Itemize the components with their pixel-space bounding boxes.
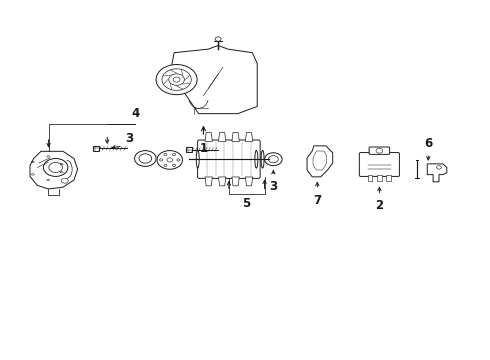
Polygon shape bbox=[427, 164, 447, 182]
Circle shape bbox=[376, 148, 383, 153]
Circle shape bbox=[135, 150, 156, 166]
Polygon shape bbox=[169, 45, 257, 114]
Circle shape bbox=[164, 153, 167, 156]
Circle shape bbox=[269, 156, 278, 163]
Circle shape bbox=[49, 162, 63, 172]
FancyBboxPatch shape bbox=[197, 140, 260, 179]
Text: 7: 7 bbox=[313, 194, 321, 207]
Circle shape bbox=[177, 159, 180, 161]
Polygon shape bbox=[30, 151, 77, 189]
Polygon shape bbox=[205, 177, 212, 186]
Text: 2: 2 bbox=[375, 199, 384, 212]
Ellipse shape bbox=[255, 150, 258, 168]
Text: 3: 3 bbox=[270, 180, 277, 193]
Bar bbox=[186, 147, 192, 152]
Text: 4: 4 bbox=[131, 107, 139, 120]
Ellipse shape bbox=[196, 150, 199, 168]
Circle shape bbox=[139, 154, 152, 163]
Circle shape bbox=[164, 164, 167, 167]
Ellipse shape bbox=[261, 150, 264, 168]
Text: 6: 6 bbox=[424, 136, 432, 149]
Polygon shape bbox=[232, 132, 239, 141]
Circle shape bbox=[156, 64, 197, 95]
Polygon shape bbox=[245, 132, 253, 141]
Polygon shape bbox=[307, 146, 333, 177]
Polygon shape bbox=[219, 132, 226, 141]
Bar bbox=[93, 146, 99, 151]
Circle shape bbox=[44, 158, 68, 176]
FancyBboxPatch shape bbox=[359, 153, 399, 176]
Circle shape bbox=[265, 153, 282, 166]
Text: 5: 5 bbox=[243, 197, 250, 210]
Circle shape bbox=[173, 77, 180, 82]
Bar bbox=[387, 175, 391, 181]
Circle shape bbox=[169, 74, 184, 85]
Circle shape bbox=[172, 153, 175, 156]
Circle shape bbox=[157, 150, 182, 169]
Circle shape bbox=[61, 178, 68, 183]
Polygon shape bbox=[245, 177, 253, 186]
Polygon shape bbox=[232, 177, 239, 186]
Text: 1: 1 bbox=[199, 141, 208, 155]
Polygon shape bbox=[313, 151, 327, 170]
Polygon shape bbox=[219, 177, 226, 186]
Circle shape bbox=[162, 69, 191, 90]
Circle shape bbox=[167, 158, 172, 162]
Polygon shape bbox=[205, 132, 212, 141]
FancyBboxPatch shape bbox=[369, 147, 390, 154]
Circle shape bbox=[160, 159, 163, 161]
Bar bbox=[377, 175, 382, 181]
Circle shape bbox=[215, 37, 221, 41]
Text: 3: 3 bbox=[125, 132, 133, 145]
Circle shape bbox=[172, 164, 175, 167]
Circle shape bbox=[437, 166, 441, 169]
Bar bbox=[368, 175, 372, 181]
